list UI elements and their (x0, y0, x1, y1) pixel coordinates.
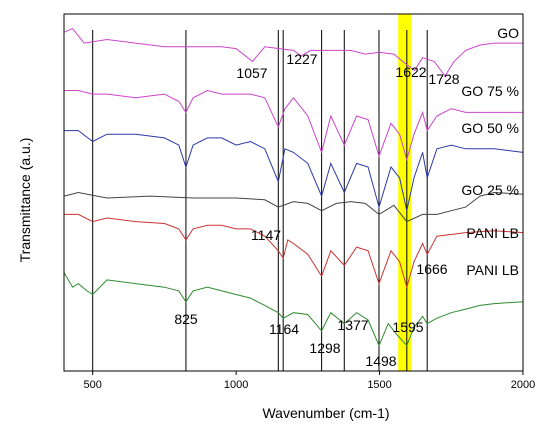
x-tick-label: 2000 (511, 379, 535, 391)
peak-label: 1595 (392, 319, 423, 335)
x-axis-ticks: 500 1000 1500 2000 (84, 371, 535, 391)
peak-label: 1498 (365, 353, 396, 369)
series-layer (63, 27, 524, 347)
series-label: GO 50 % (461, 120, 519, 136)
peak-label: 1622 (395, 64, 426, 80)
series-line (63, 27, 523, 77)
plot-frame (63, 13, 524, 372)
series-label: GO (497, 25, 519, 41)
peak-label: 1298 (309, 340, 340, 356)
reference-lines (92, 30, 428, 371)
x-tick-label: 1000 (224, 379, 248, 391)
peak-label: 1666 (416, 261, 447, 277)
peak-label: 1377 (337, 317, 368, 333)
x-tick-label: 1500 (367, 379, 391, 391)
series-line (64, 89, 523, 162)
series-label: GO 25 % (461, 182, 519, 198)
series-label: PANI LB (466, 262, 519, 278)
series-line (64, 130, 524, 211)
peak-label: 1057 (236, 65, 267, 81)
peak-label: 1728 (428, 71, 459, 87)
series-label: PANI LB (466, 225, 519, 241)
peak-label: 825 (174, 311, 198, 327)
series-line (63, 191, 524, 223)
series-label: GO 75 % (461, 83, 519, 99)
peak-annotations: 1057 1227 1622 1728 1147 1666 825 1164 1298 1377 1… (174, 51, 459, 369)
y-axis-label: Transmittance (a.u.) (17, 138, 33, 263)
peak-label: 1227 (286, 51, 317, 67)
series-line (63, 272, 524, 347)
series-line (64, 213, 524, 290)
peak-label: 1164 (269, 321, 299, 337)
x-axis-label: Wavenumber (cm-1) (262, 405, 389, 421)
x-tick-label: 500 (84, 379, 102, 391)
peak-label: 1147 (251, 227, 281, 243)
series-labels: GO GO 75 % GO 50 % GO 25 % PANI LB PANI LB (461, 25, 519, 278)
